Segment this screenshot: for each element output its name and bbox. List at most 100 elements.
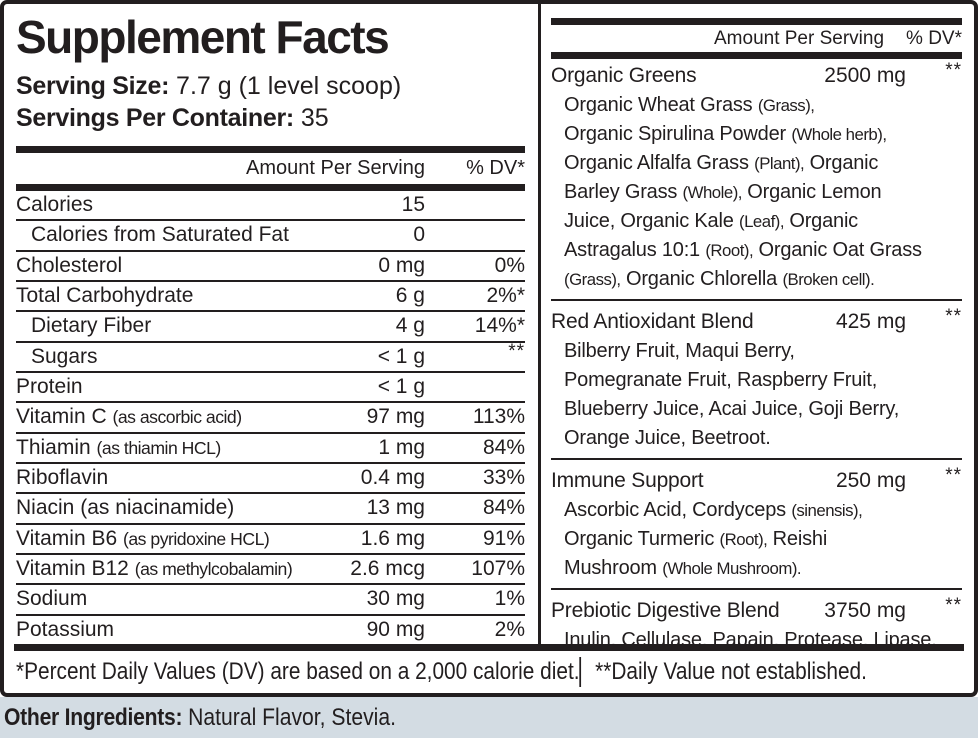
- ingredient-segment: (Grass),: [564, 270, 621, 289]
- nutrient-amount: 15: [401, 193, 425, 217]
- nutrient-dv: 1%: [494, 587, 525, 611]
- nutrient-dv: 84%: [482, 496, 525, 520]
- blend-name: Prebiotic Digestive Blend: [551, 599, 780, 622]
- nutrient-amount: 2.6 mcg: [350, 557, 425, 581]
- ingredient-segment: Organic Alfalfa Grass: [564, 152, 755, 174]
- nutrient-name: Potassium: [16, 618, 300, 642]
- blend-dv: **: [945, 60, 962, 81]
- blend-ingredients-line: Astragalus 10:1 (Root), Organic Oat Gras…: [551, 236, 962, 265]
- table-row: Riboflavin 0.4 mg 33%: [16, 464, 525, 495]
- nutrient-label: Vitamin B12: [16, 557, 129, 581]
- nutrient-amount: 13 mg: [366, 496, 425, 520]
- nutrient-label: Vitamin B6: [16, 526, 118, 550]
- footnote-dv-note: *Percent Daily Values (DV) are based on …: [16, 658, 580, 685]
- other-ingredients-strip: Other Ingredients: Natural Flavor, Stevi…: [0, 697, 978, 738]
- nutrient-paren: (as niacinamide): [80, 496, 235, 520]
- nutrient-name: Calories: [16, 193, 300, 217]
- nutrient-dv: 107%: [471, 557, 525, 581]
- ingredient-segment: Reishi: [767, 528, 828, 550]
- ingredient-segment: Juice, Organic Kale: [564, 210, 739, 232]
- left-column: Supplement Facts Serving Size: 7.7 g (1 …: [4, 4, 538, 644]
- nutrient-paren: (as pyridoxine HCL): [123, 528, 270, 549]
- blend-separator: [551, 458, 962, 460]
- blend-ingredients-line: (Grass), Organic Chlorella (Broken cell)…: [551, 265, 962, 294]
- nutrient-name: Niacin (as niacinamide): [16, 496, 300, 520]
- blend-ingredients-line: Blueberry Juice, Acai Juice, Goji Berry,: [551, 395, 962, 424]
- blend-header-row: Organic Greens 2500 mg **: [551, 60, 962, 91]
- blend-section: Red Antioxidant Blend 425 mg ** Bilberry Fr…: [551, 305, 962, 453]
- ingredient-segment: Blueberry Juice, Acai Juice, Goji Berry,: [564, 398, 900, 420]
- blend-dv: **: [945, 465, 962, 486]
- nutrient-amount: 0 mg: [378, 253, 425, 277]
- nutrient-paren: (as thiamin HCL): [96, 437, 222, 458]
- blend-header-row: Prebiotic Digestive Blend 3750 mg **: [551, 595, 962, 626]
- blend-ingredients-line: Barley Grass (Whole), Organic Lemon: [551, 178, 962, 207]
- nutrient-rows: Calories 15 Calories from Saturated Fat 0 Ch…: [16, 191, 525, 644]
- nutrient-dv: **: [508, 340, 525, 362]
- servings-per-container-line: Servings Per Container: 35: [16, 102, 525, 134]
- nutrient-dv: 2%: [494, 617, 525, 641]
- blend-amount: 2500 mg: [824, 64, 906, 87]
- nutrient-amount: 1.6 mg: [360, 526, 425, 550]
- nutrient-name: Total Carbohydrate: [16, 284, 300, 308]
- table-row: Calories from Saturated Fat 0: [16, 221, 525, 252]
- ingredient-segment: (Grass),: [757, 96, 815, 115]
- ingredient-segment: Organic: [784, 210, 858, 232]
- table-row: Vitamin C (as ascorbic acid) 97 mg 113%: [16, 403, 525, 434]
- nutrient-label: Vitamin C: [16, 405, 107, 429]
- ingredient-segment: Organic Spirulina Powder: [564, 123, 792, 145]
- blend-dv: **: [945, 306, 962, 327]
- nutrient-amount: 0.4 mg: [360, 466, 425, 490]
- nutrient-dv: 0%: [494, 253, 525, 277]
- table-row: Potassium 90 mg 2%: [16, 616, 525, 644]
- ingredient-segment: Organic Chlorella: [620, 268, 783, 290]
- right-column: Amount Per Serving % DV* Organic Greens 2…: [541, 4, 974, 651]
- nutrient-amount: 0: [413, 223, 425, 247]
- nutrient-paren: (as ascorbic acid): [112, 407, 243, 428]
- ingredient-segment: (Plant),: [754, 154, 805, 173]
- blend-ingredients-line: Juice, Organic Kale (Leaf), Organic: [551, 207, 962, 236]
- ingredient-segment: Organic Wheat Grass: [564, 94, 758, 116]
- ingredient-segment: Pomegranate Fruit, Raspberry Fruit,: [564, 369, 878, 391]
- blend-section: Organic Greens 2500 mg ** Organic Wheat Gra…: [551, 59, 962, 294]
- nutrient-amount: 97 mg: [366, 405, 425, 429]
- nutrient-name: Calories from Saturated Fat: [16, 223, 300, 247]
- blend-amount: 3750 mg: [824, 599, 906, 622]
- facts-panel: Supplement Facts Serving Size: 7.7 g (1 …: [0, 0, 978, 697]
- serving-size-line: Serving Size: 7.7 g (1 level scoop): [16, 70, 525, 102]
- other-ingredients: Other Ingredients: Natural Flavor, Stevi…: [4, 704, 396, 732]
- nutrient-dv: 33%: [482, 466, 525, 490]
- blend-name: Immune Support: [551, 469, 704, 492]
- nutrient-name: Vitamin B6 (as pyridoxine HCL): [16, 527, 300, 551]
- ingredient-segment: Orange Juice, Beetroot.: [564, 427, 771, 449]
- nutrient-label: Riboflavin: [16, 466, 109, 490]
- nutrient-name: Sugars: [16, 345, 300, 369]
- left-table-header: Amount Per Serving % DV*: [16, 153, 525, 184]
- table-row: Niacin (as niacinamide) 13 mg 84%: [16, 494, 525, 525]
- servings-value: 35: [293, 104, 329, 132]
- nutrient-label: Sugars: [31, 344, 98, 368]
- nutrient-amount: 6 g: [395, 284, 425, 308]
- table-row: Sodium 30 mg 1%: [16, 585, 525, 616]
- nutrient-dv: 113%: [472, 405, 525, 429]
- amount-column-header: Amount Per Serving: [246, 157, 425, 179]
- right-header-bar-bottom: [551, 52, 962, 59]
- blend-ingredients-line: Pomegranate Fruit, Raspberry Fruit,: [551, 366, 962, 395]
- footnote-not-established: **Daily Value not established.: [595, 658, 867, 685]
- nutrient-label: Total Carbohydrate: [16, 284, 194, 308]
- dv-column-header: % DV*: [466, 157, 525, 179]
- ingredient-segment: Organic: [804, 152, 879, 174]
- nutrient-amount: 90 mg: [366, 617, 425, 641]
- blend-separator: [551, 588, 962, 590]
- header-bar-top: [16, 146, 525, 153]
- table-row: Calories 15: [16, 191, 525, 222]
- blend-ingredients-line: Organic Alfalfa Grass (Plant), Organic: [551, 149, 962, 178]
- nutrient-amount: 30 mg: [366, 587, 425, 611]
- blend-header-row: Red Antioxidant Blend 425 mg **: [551, 306, 962, 337]
- ingredient-segment: (Root),: [719, 530, 768, 549]
- footnote: *Percent Daily Values (DV) are based on …: [4, 651, 974, 693]
- dv-column-header: % DV*: [906, 27, 962, 49]
- nutrient-label: Sodium: [16, 587, 88, 611]
- ingredient-segment: Organic Oat Grass: [753, 239, 922, 261]
